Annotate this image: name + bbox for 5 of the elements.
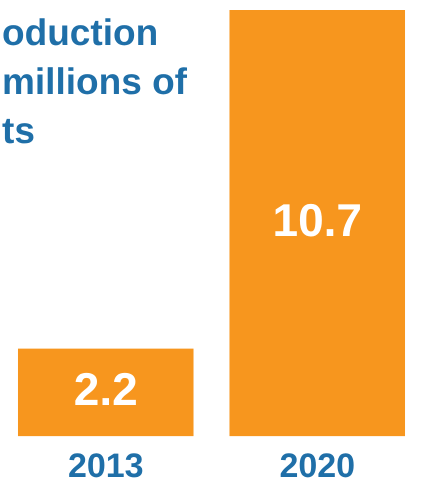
data-label: 2.2 xyxy=(74,363,138,416)
x-tick-label: 2020 xyxy=(279,446,356,485)
text: oduction millions of ts xyxy=(2,11,187,153)
data-label: 10.7 xyxy=(272,194,362,246)
x-tick-label: 2013 xyxy=(68,446,144,485)
